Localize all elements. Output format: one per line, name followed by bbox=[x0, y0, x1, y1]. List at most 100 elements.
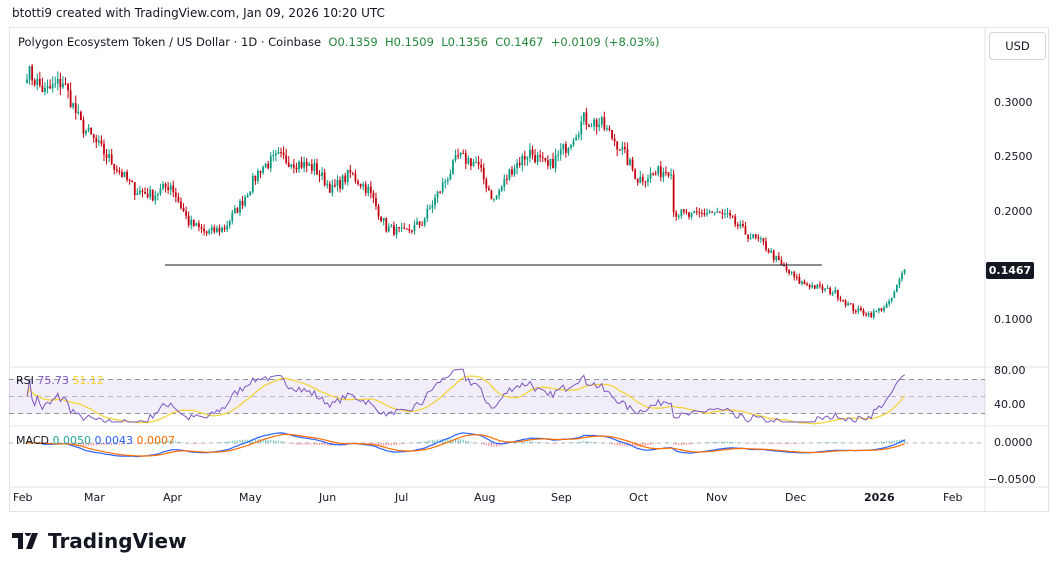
candle-body bbox=[149, 189, 152, 198]
candle-body bbox=[339, 180, 341, 189]
candle-body bbox=[662, 171, 665, 178]
candle-body bbox=[521, 155, 524, 166]
candle-body bbox=[677, 215, 680, 217]
candle-body bbox=[249, 191, 252, 196]
candle-body bbox=[726, 212, 729, 214]
candle-body bbox=[793, 272, 796, 277]
tradingview-logo[interactable]: TradingView bbox=[12, 529, 187, 553]
last-price-label: 0.1467 bbox=[986, 262, 1034, 279]
candle-body bbox=[79, 111, 82, 121]
candle-body bbox=[647, 178, 649, 182]
candle-body bbox=[82, 120, 85, 134]
candle-body bbox=[870, 313, 873, 318]
tradingview-logo-icon bbox=[12, 533, 38, 549]
candle-body bbox=[259, 171, 262, 173]
candle-body bbox=[639, 176, 642, 183]
time-tick: Dec bbox=[785, 491, 807, 504]
candle-body bbox=[490, 190, 493, 200]
candle-body bbox=[847, 303, 850, 306]
chart-frame bbox=[9, 27, 1049, 512]
candle-body bbox=[313, 163, 316, 171]
candle-body bbox=[747, 234, 749, 239]
candle-body bbox=[852, 304, 855, 312]
candle-body bbox=[280, 152, 282, 154]
candle-body bbox=[241, 200, 244, 206]
candle-body bbox=[636, 179, 639, 183]
candle-body bbox=[408, 229, 411, 231]
candle-body bbox=[844, 300, 847, 306]
candle-body bbox=[300, 161, 303, 168]
candle-body bbox=[169, 185, 172, 190]
candle-body bbox=[369, 186, 372, 193]
rsi-label: RSI bbox=[16, 374, 34, 387]
candle-body bbox=[752, 234, 755, 238]
candle-body bbox=[767, 249, 770, 253]
symbol-legend: Polygon Ecosystem Token / US Dollar · 1D… bbox=[18, 35, 659, 49]
candle-body bbox=[842, 299, 844, 301]
candle-body bbox=[621, 146, 624, 151]
candle-body bbox=[192, 219, 195, 226]
candle-body bbox=[387, 226, 390, 232]
candle-body bbox=[580, 121, 583, 135]
candle-body bbox=[233, 208, 236, 214]
symbol-title: Polygon Ecosystem Token / US Dollar · 1D… bbox=[18, 35, 322, 49]
candle-body bbox=[121, 172, 123, 177]
time-tick: Oct bbox=[629, 491, 649, 504]
candle-body bbox=[485, 179, 488, 189]
candle-body bbox=[480, 164, 483, 168]
candle-body bbox=[198, 223, 200, 228]
candle-body bbox=[567, 147, 570, 153]
candle-body bbox=[608, 128, 611, 130]
candle-body bbox=[323, 172, 326, 186]
candle-body bbox=[754, 234, 757, 238]
candle-body bbox=[649, 173, 652, 179]
candle-body bbox=[375, 198, 377, 207]
candle-body bbox=[834, 290, 837, 294]
candle-body bbox=[801, 281, 803, 284]
candle-body bbox=[44, 87, 46, 92]
candle-body bbox=[36, 78, 39, 85]
candle-body bbox=[865, 314, 867, 316]
time-tick: Mar bbox=[84, 491, 105, 504]
candle-body bbox=[385, 218, 388, 232]
candle-body bbox=[493, 198, 495, 200]
candle-body bbox=[223, 227, 226, 230]
candle-body bbox=[772, 250, 775, 260]
candle-body bbox=[526, 157, 529, 160]
candle-body bbox=[880, 308, 883, 311]
candle-body bbox=[564, 143, 567, 153]
candle-body bbox=[115, 169, 118, 171]
candle-body bbox=[441, 182, 444, 192]
candle-body bbox=[903, 269, 906, 274]
candle-body bbox=[588, 124, 590, 127]
candle-body bbox=[254, 175, 257, 181]
candle-body bbox=[816, 284, 819, 289]
candle-body bbox=[744, 226, 747, 235]
candle-body bbox=[421, 224, 424, 226]
candle-body bbox=[72, 103, 75, 108]
candle-body bbox=[213, 227, 216, 232]
candle-body bbox=[321, 172, 323, 176]
candle-body bbox=[831, 293, 834, 295]
macd-signal-value: 0.0007 bbox=[136, 434, 175, 447]
candle-body bbox=[790, 272, 793, 274]
candle-body bbox=[146, 193, 149, 198]
candle-body bbox=[439, 191, 442, 193]
candle-body bbox=[108, 154, 111, 158]
candle-body bbox=[544, 157, 547, 161]
candle-body bbox=[700, 212, 703, 214]
candle-body bbox=[836, 290, 839, 299]
candle-body bbox=[295, 167, 298, 170]
candle-body bbox=[154, 195, 157, 201]
candle-body bbox=[64, 83, 67, 85]
candle-body bbox=[857, 308, 860, 312]
candle-body bbox=[487, 188, 490, 191]
candle-body bbox=[582, 112, 585, 122]
currency-button[interactable]: USD bbox=[989, 32, 1046, 60]
candle-body bbox=[572, 140, 575, 145]
candle-body bbox=[51, 84, 54, 89]
candle-body bbox=[159, 188, 162, 194]
time-tick: Aug bbox=[474, 491, 496, 504]
time-tick: Feb bbox=[13, 491, 33, 504]
